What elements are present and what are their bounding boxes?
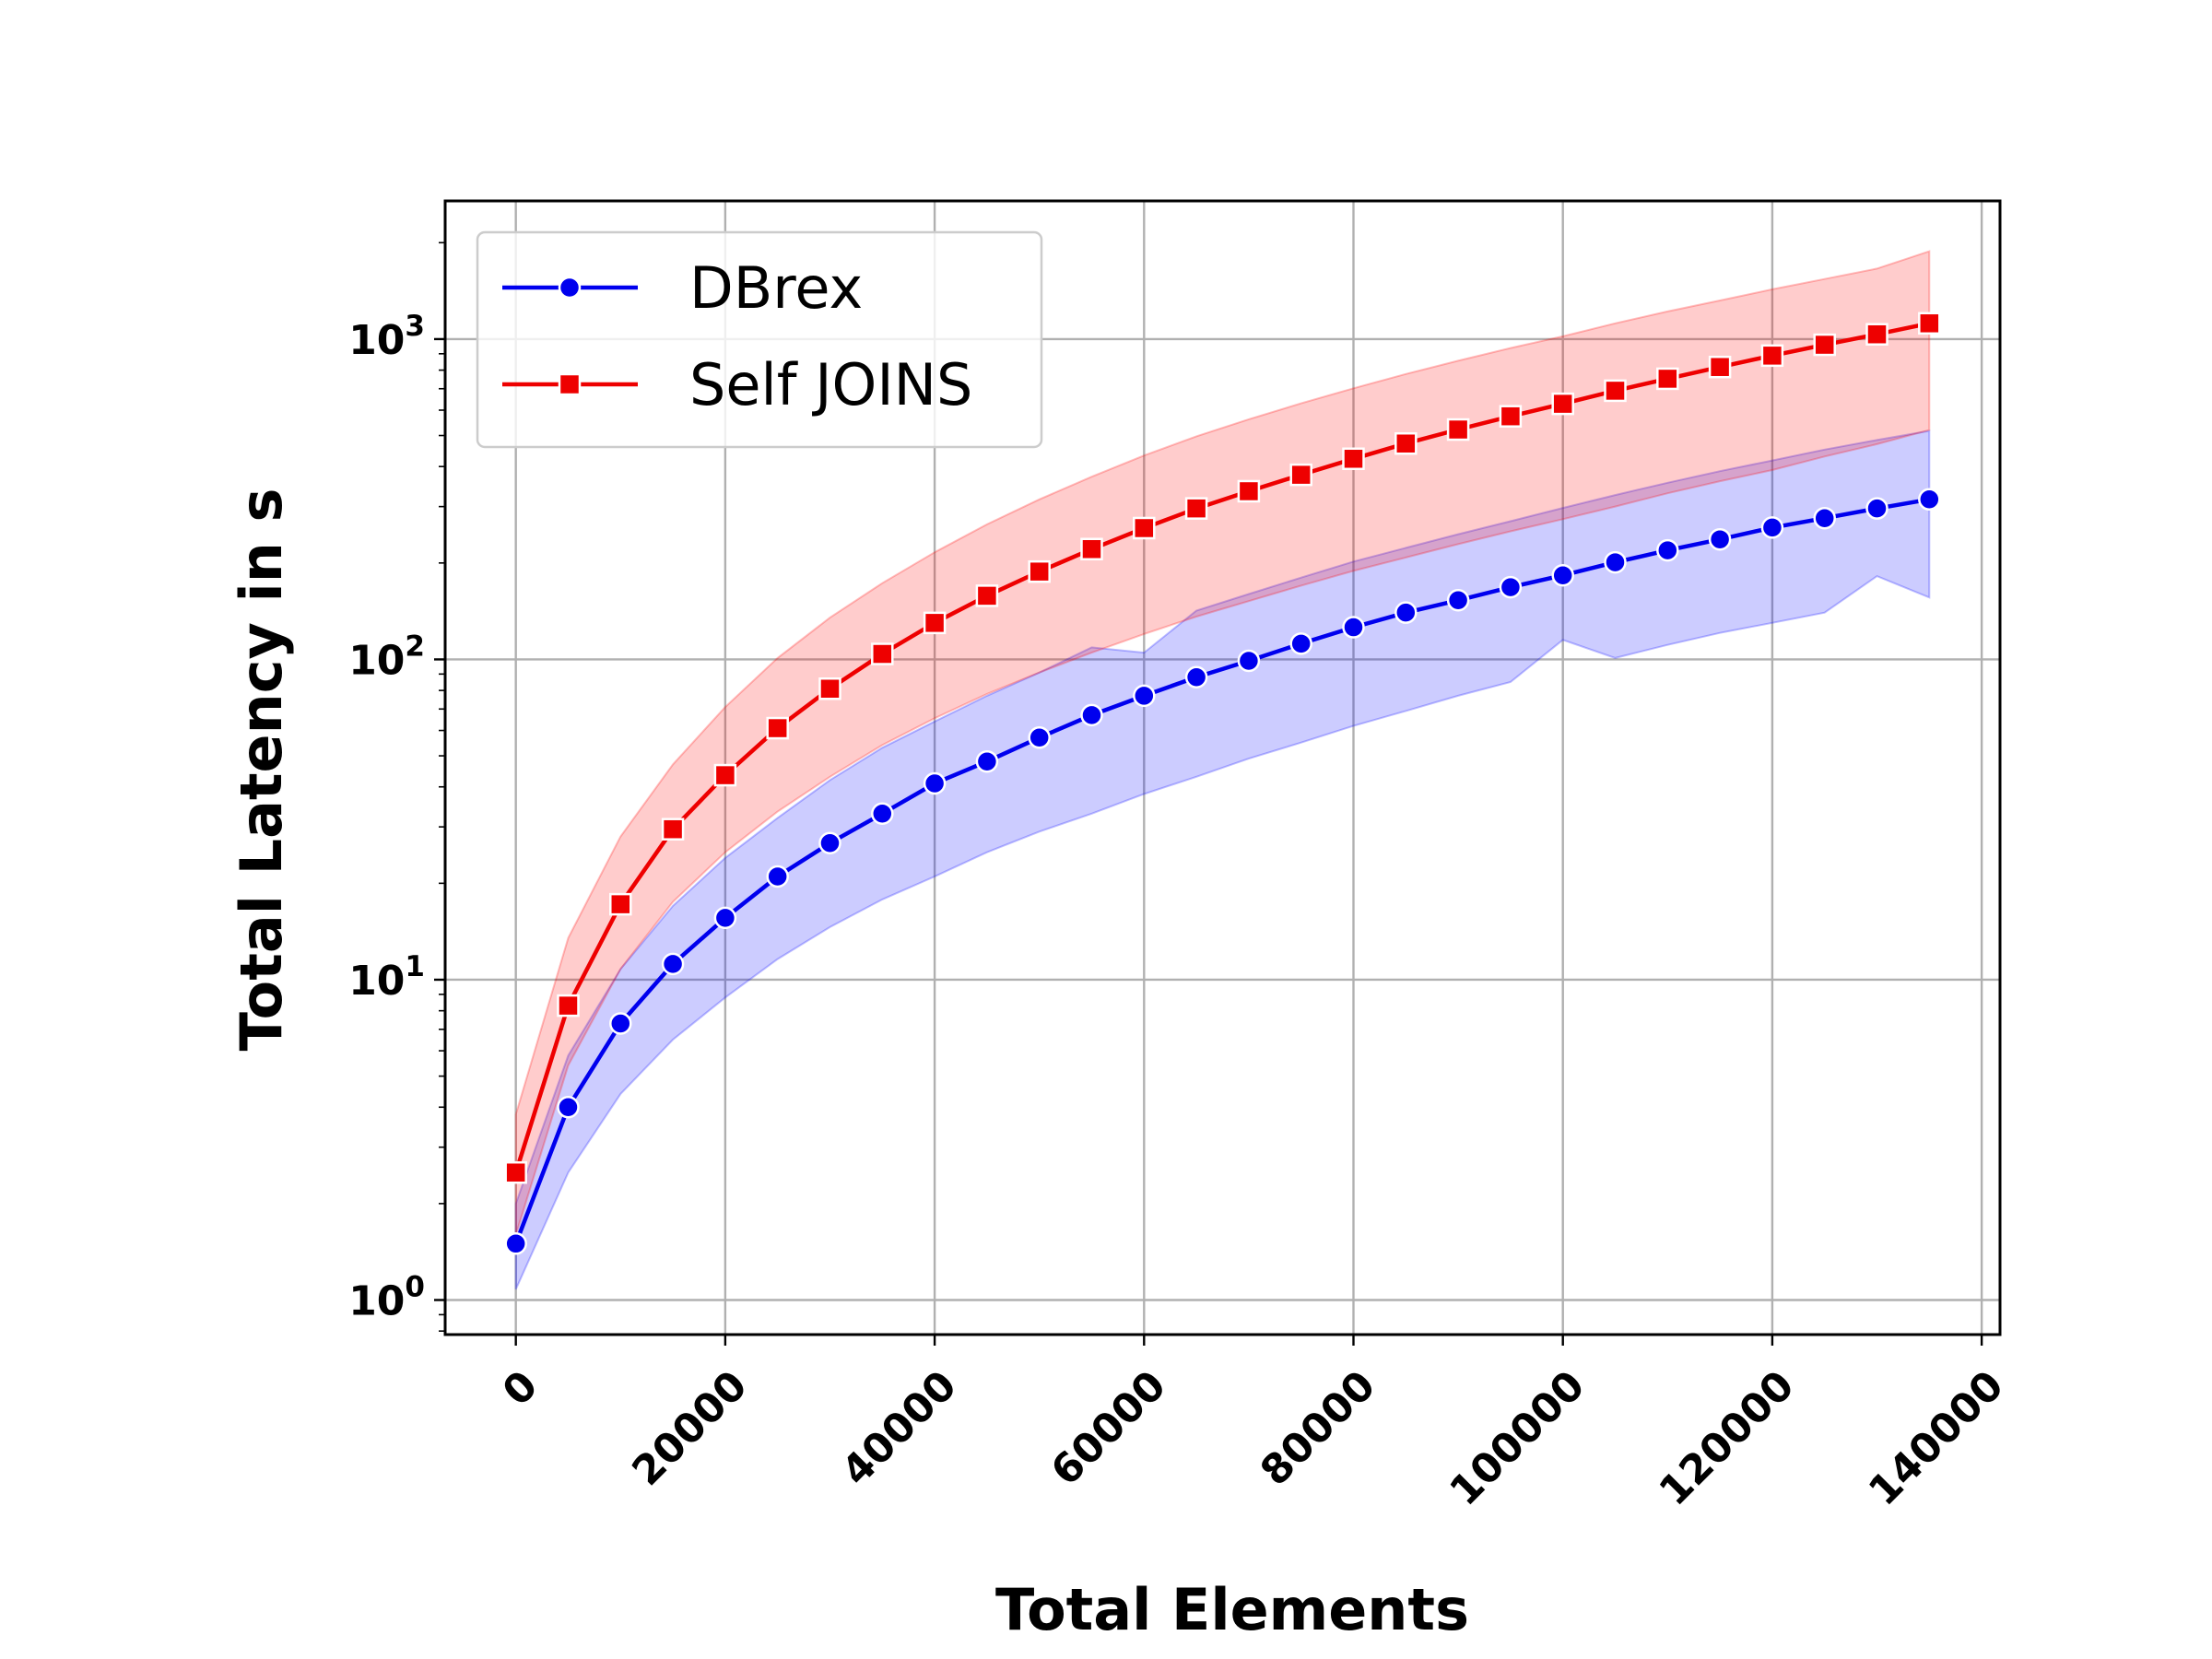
data-point-self-joins xyxy=(1028,559,1051,583)
data-point-self-joins xyxy=(713,763,737,787)
data-point-self-joins xyxy=(1708,355,1732,379)
data-point-self-joins xyxy=(557,994,580,1018)
y-tick-label: 101 xyxy=(348,950,425,1005)
data-point-dbrex xyxy=(1237,649,1261,673)
data-point-dbrex xyxy=(1133,684,1156,708)
data-point-self-joins xyxy=(818,677,841,700)
data-point-self-joins xyxy=(1289,463,1312,487)
data-point-dbrex xyxy=(766,865,789,888)
y-tick-base: 10 xyxy=(348,317,405,364)
series-markers xyxy=(504,312,1941,1255)
data-point-self-joins xyxy=(1394,431,1418,455)
data-point-self-joins xyxy=(975,584,999,607)
data-point-dbrex xyxy=(609,1012,632,1035)
data-point-self-joins xyxy=(661,818,685,841)
data-point-dbrex xyxy=(1918,488,1941,512)
band-self-joins xyxy=(514,250,1931,1235)
y-tick-label: 103 xyxy=(348,310,425,364)
y-tick-exponent: 3 xyxy=(405,310,425,343)
y-axis-label: Total Latency in s xyxy=(228,488,295,1052)
data-point-self-joins xyxy=(766,716,789,740)
y-tick-exponent: 2 xyxy=(405,629,425,663)
band-dbrex xyxy=(514,429,1931,1290)
plot-frame xyxy=(443,199,2002,1336)
series-lines xyxy=(513,321,1930,1245)
data-point-dbrex xyxy=(923,771,947,795)
data-point-self-joins xyxy=(1656,367,1679,391)
legend-label-dbrex: DBrex xyxy=(689,254,863,322)
data-point-dbrex xyxy=(1760,516,1784,539)
y-tick-exponent: 0 xyxy=(405,1270,425,1303)
y-tick-label: 102 xyxy=(348,629,425,684)
legend-marker-self-joins xyxy=(558,372,582,396)
data-point-self-joins xyxy=(1604,379,1627,403)
y-tick-base: 10 xyxy=(348,958,405,1005)
data-point-dbrex xyxy=(1813,506,1836,530)
data-point-dbrex xyxy=(1656,538,1679,562)
data-point-dbrex xyxy=(975,749,999,773)
data-point-self-joins xyxy=(1342,447,1365,471)
data-point-dbrex xyxy=(1289,632,1312,655)
data-point-self-joins xyxy=(1865,323,1888,346)
data-point-self-joins xyxy=(1133,516,1156,540)
data-point-self-joins xyxy=(923,611,947,635)
data-point-self-joins xyxy=(1551,392,1574,416)
data-point-self-joins xyxy=(1918,312,1941,335)
data-point-dbrex xyxy=(1394,601,1418,624)
y-tick-exponent: 1 xyxy=(405,950,425,983)
data-point-self-joins xyxy=(1499,405,1523,428)
data-point-dbrex xyxy=(1080,703,1103,727)
data-point-dbrex xyxy=(661,952,685,976)
x-axis-label: Total Elements xyxy=(995,1576,1469,1643)
data-point-self-joins xyxy=(1080,537,1103,561)
data-point-dbrex xyxy=(1604,550,1627,574)
data-point-dbrex xyxy=(1028,726,1051,749)
data-point-dbrex xyxy=(1708,527,1732,551)
data-point-self-joins xyxy=(1760,344,1784,368)
legend: DBrex Self JOINS xyxy=(476,230,1043,449)
data-point-dbrex xyxy=(818,831,841,854)
data-point-dbrex xyxy=(504,1232,527,1255)
data-point-self-joins xyxy=(1446,418,1470,441)
data-point-self-joins xyxy=(504,1160,527,1184)
data-point-dbrex xyxy=(1342,616,1365,639)
data-point-dbrex xyxy=(871,802,894,826)
data-point-self-joins xyxy=(609,892,632,916)
data-point-self-joins xyxy=(871,642,894,665)
data-point-self-joins xyxy=(1237,479,1261,503)
data-point-self-joins xyxy=(1184,497,1208,520)
data-point-dbrex xyxy=(713,906,737,930)
y-tick-base: 10 xyxy=(348,637,405,684)
data-point-dbrex xyxy=(557,1096,580,1119)
data-point-dbrex xyxy=(1551,563,1574,587)
series-line-dbrex xyxy=(513,497,1930,1245)
data-point-dbrex xyxy=(1446,589,1470,612)
data-point-dbrex xyxy=(1865,497,1888,520)
data-point-dbrex xyxy=(1184,665,1208,688)
y-tick-base: 10 xyxy=(348,1277,405,1324)
data-point-self-joins xyxy=(1813,333,1836,357)
y-tick-label: 100 xyxy=(348,1270,425,1324)
legend-marker-dbrex xyxy=(558,276,582,300)
legend-label-self-joins: Self JOINS xyxy=(689,351,972,418)
confidence-bands xyxy=(514,250,1931,1290)
series-line-self-joins xyxy=(513,321,1930,1173)
data-point-dbrex xyxy=(1499,575,1523,599)
